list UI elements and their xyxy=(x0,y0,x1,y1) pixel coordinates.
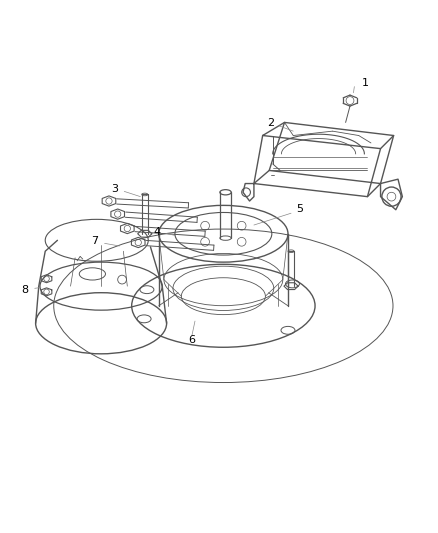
Text: 2: 2 xyxy=(267,118,274,128)
Text: 4: 4 xyxy=(153,228,161,237)
Text: 1: 1 xyxy=(362,78,369,88)
Text: 3: 3 xyxy=(112,184,119,194)
Text: 6: 6 xyxy=(188,335,195,345)
Text: 5: 5 xyxy=(296,204,303,214)
Text: 8: 8 xyxy=(21,285,28,295)
Text: 7: 7 xyxy=(91,236,98,246)
